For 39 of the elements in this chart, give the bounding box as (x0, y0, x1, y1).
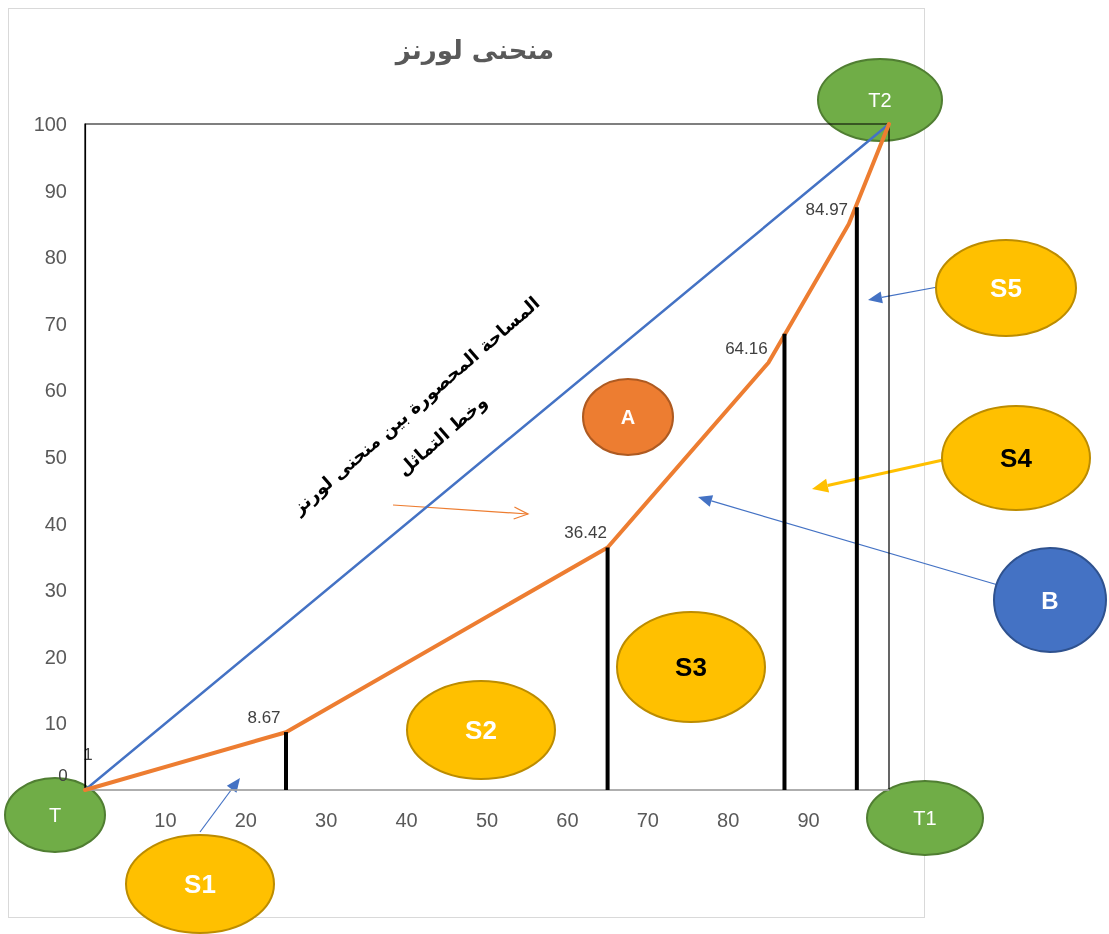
text: S5 (990, 273, 1022, 304)
bar (854, 207, 859, 790)
y-tick-label: 40 (44, 512, 67, 535)
x-tick-label: 50 (475, 809, 499, 831)
text: S1 (184, 869, 216, 900)
x-tick-label: 70 (636, 809, 659, 831)
y-tick-label: 20 (44, 645, 67, 668)
text: S4 (1000, 443, 1033, 474)
y-tick-label: 80 (44, 246, 67, 269)
x-tick-label: 20 (234, 809, 257, 831)
x-tick-label: 10 (154, 809, 177, 831)
x-tick-label: 90 (797, 809, 820, 831)
chart-title: منحنى لورنز (393, 35, 555, 66)
annotation: S2 (465, 715, 497, 746)
y-tick-label: 100 (33, 113, 67, 135)
annotation: S3 (675, 652, 707, 683)
text: T2 (868, 89, 892, 112)
data-label: 36.42 (564, 523, 607, 543)
bar (782, 333, 787, 790)
data-label: 64.16 (725, 338, 768, 358)
y-tick-label: 60 (44, 379, 67, 402)
annotation: المساحة المحصورة بين منحنى لورنز وخط التماثل (287, 291, 545, 520)
x-tick-label: 60 (556, 809, 579, 831)
y-tick-label: 50 (44, 446, 67, 468)
text: B (1041, 586, 1059, 614)
y-tick-label: 10 (44, 712, 67, 735)
y-tick-label: 70 (44, 312, 67, 335)
bar (605, 547, 610, 790)
y-tick-label: 30 (44, 579, 67, 602)
data-label: 84.97 (805, 200, 849, 220)
text: T1 (913, 807, 937, 830)
data-label: 8.67 (247, 708, 281, 728)
y-tick-label: 90 (44, 179, 67, 202)
text: T (48, 804, 62, 827)
x-tick-label: 80 (717, 809, 740, 831)
annotation: A (620, 406, 636, 429)
x-tick-label: 40 (395, 809, 418, 831)
x-tick-label: 30 (315, 809, 338, 831)
bar (284, 732, 288, 790)
